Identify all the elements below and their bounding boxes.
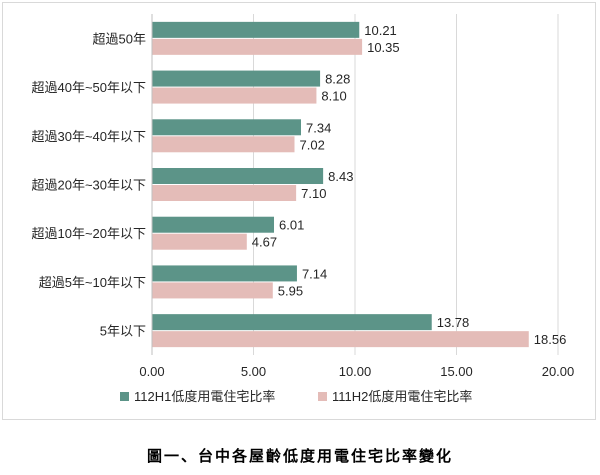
x-tick-label: 15.00	[440, 364, 473, 379]
data-label: 5.95	[278, 283, 303, 298]
category-label: 5年以下	[100, 324, 146, 339]
data-label: 18.56	[534, 332, 567, 347]
bar	[152, 21, 360, 38]
bar	[152, 216, 275, 233]
bar	[152, 185, 297, 201]
bar	[152, 168, 324, 184]
category-label: 超過20年~30年以下	[31, 178, 146, 193]
data-label: 7.14	[302, 266, 327, 281]
category-label: 超過5年~10年以下	[39, 275, 146, 290]
bar	[152, 265, 297, 282]
legend-swatch	[120, 392, 129, 401]
data-label: 8.10	[321, 89, 346, 104]
category-label: 超過50年	[93, 31, 146, 46]
bar	[152, 136, 295, 153]
category-label: 超過10年~20年以下	[31, 226, 146, 241]
x-tick-label: 20.00	[542, 364, 575, 379]
data-label: 7.10	[301, 186, 326, 201]
chart-frame	[2, 2, 596, 420]
x-tick-label: 5.00	[241, 364, 266, 379]
legend-swatch	[318, 392, 327, 401]
x-tick-label: 0.00	[139, 364, 164, 379]
bar	[152, 70, 321, 87]
legend-label: 111H2低度用電住宅比率	[332, 389, 472, 404]
data-label: 4.67	[252, 235, 277, 250]
data-label: 10.35	[367, 40, 400, 55]
bar	[152, 314, 432, 331]
x-tick-label: 10.00	[339, 364, 372, 379]
data-label: 7.02	[300, 137, 325, 152]
bar	[152, 119, 302, 136]
bar	[152, 233, 247, 250]
category-label: 超過30年~40年以下	[31, 129, 146, 144]
data-label: 8.28	[325, 72, 350, 87]
data-label: 13.78	[437, 315, 470, 330]
bar	[152, 87, 317, 104]
data-label: 10.21	[364, 23, 397, 38]
data-label: 7.34	[306, 120, 331, 135]
bar	[152, 282, 273, 299]
category-label: 超過40年~50年以下	[31, 80, 146, 95]
bar	[152, 38, 363, 55]
data-label: 8.43	[328, 169, 353, 184]
bar	[152, 331, 529, 348]
figure-caption: 圖一、台中各屋齡低度用電住宅比率變化	[146, 447, 453, 465]
data-label: 6.01	[279, 218, 304, 233]
legend-label: 112H1低度用電住宅比率	[134, 389, 275, 404]
bar-chart: 10.21 10.35 超過50年 8.28 8.10 超過40年~50年以下 7.34 7.…	[31, 14, 575, 404]
